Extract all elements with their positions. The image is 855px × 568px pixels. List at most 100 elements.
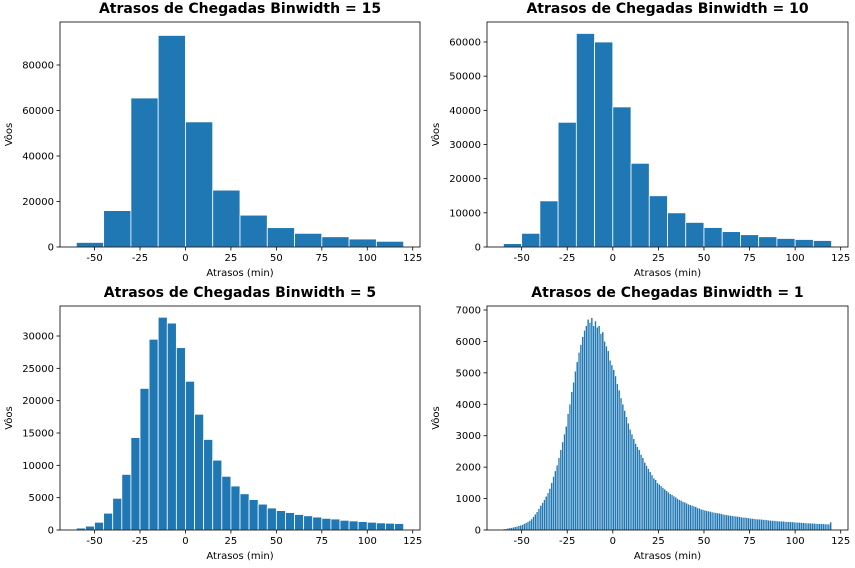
bar: [552, 476, 555, 531]
x-tick-label: -50: [86, 253, 102, 264]
bar: [634, 443, 637, 531]
y-tick-label: 10000: [449, 208, 481, 219]
y-tick-label: 20000: [22, 396, 54, 407]
bar: [824, 523, 827, 531]
bar: [554, 470, 557, 531]
bar: [732, 515, 736, 531]
bar: [375, 240, 405, 248]
bar: [546, 492, 550, 531]
y-tick-label: 15000: [22, 429, 54, 440]
bar: [515, 526, 519, 531]
bar: [175, 347, 186, 531]
bar: [539, 505, 542, 531]
bar: [669, 493, 672, 531]
bar: [285, 512, 295, 531]
bar: [203, 439, 214, 531]
bar: [780, 520, 783, 531]
bar: [683, 502, 686, 531]
bar: [543, 499, 546, 531]
bar: [767, 520, 770, 531]
x-axis-label: Atrasos (min): [206, 551, 273, 562]
bar: [103, 210, 132, 248]
bar: [587, 319, 590, 531]
bar: [694, 506, 697, 531]
y-axis-label: Vôos: [3, 406, 15, 430]
bar: [521, 232, 541, 248]
bar: [758, 236, 778, 248]
bar: [614, 375, 617, 531]
bar: [723, 514, 727, 531]
x-tick-label: 50: [270, 253, 283, 264]
bar: [610, 364, 614, 531]
bar: [339, 519, 350, 531]
bar: [794, 239, 814, 248]
x-tick-label: 100: [786, 536, 805, 547]
y-tick-label: 5000: [29, 493, 54, 504]
x-tick-label: 25: [225, 536, 238, 547]
bar: [787, 521, 790, 531]
bar: [785, 521, 789, 531]
y-tick-label: 25000: [22, 364, 54, 375]
y-tick-label: 5000: [456, 368, 481, 379]
bar: [321, 517, 332, 531]
bar: [800, 522, 803, 531]
bar: [689, 504, 692, 531]
bar: [568, 404, 572, 531]
bar: [512, 527, 515, 531]
bar: [796, 522, 799, 531]
bar: [632, 438, 635, 531]
chart-title: Atrasos de Chegadas Binwidth = 5: [104, 285, 376, 301]
bar: [709, 511, 712, 531]
bar: [805, 522, 809, 531]
y-tick-label: 80000: [22, 60, 54, 71]
bar: [394, 523, 405, 531]
bar: [330, 518, 341, 531]
bar: [813, 523, 816, 531]
bar: [601, 331, 604, 531]
bar: [275, 510, 286, 531]
bar: [194, 413, 205, 531]
x-axis-label: Atrasos (min): [206, 268, 273, 279]
bar: [716, 512, 719, 531]
bar: [758, 519, 761, 531]
x-tick-label: -50: [513, 536, 529, 547]
bar: [714, 512, 717, 531]
bar: [157, 316, 168, 531]
bar: [583, 330, 586, 531]
x-tick-label: 75: [315, 536, 328, 547]
x-tick-label: 125: [403, 253, 422, 264]
bar: [348, 520, 359, 531]
y-tick-label: 2000: [456, 463, 481, 474]
bar: [366, 521, 377, 531]
y-tick-label: 60000: [22, 106, 54, 117]
bar: [536, 511, 539, 531]
bar: [594, 320, 597, 531]
bar: [616, 383, 619, 531]
bar: [656, 482, 659, 531]
bar: [294, 514, 305, 531]
bar: [718, 513, 721, 531]
bar: [357, 521, 368, 531]
bar: [762, 519, 765, 531]
bar: [649, 471, 652, 531]
bar: [678, 499, 681, 531]
chart-title: Atrasos de Chegadas Binwidth = 10: [526, 1, 808, 17]
x-axis-label: Atrasos (min): [634, 268, 701, 279]
bar: [650, 474, 654, 531]
bar: [745, 517, 748, 531]
bar: [621, 404, 624, 531]
panel: Atrasos de Chegadas Binwidth = 1 -50 -25 0 2…: [430, 285, 850, 562]
bar: [574, 371, 577, 531]
axes-frame: [486, 21, 849, 248]
bar: [523, 523, 526, 531]
x-tick-label: 25: [652, 253, 665, 264]
bar: [130, 437, 141, 531]
bar: [561, 441, 564, 531]
bar: [590, 317, 593, 531]
bar: [667, 212, 687, 248]
y-tick-label: 30000: [449, 140, 481, 151]
bar: [825, 523, 829, 531]
y-tick-label: 0: [48, 526, 54, 537]
bar: [575, 33, 595, 248]
